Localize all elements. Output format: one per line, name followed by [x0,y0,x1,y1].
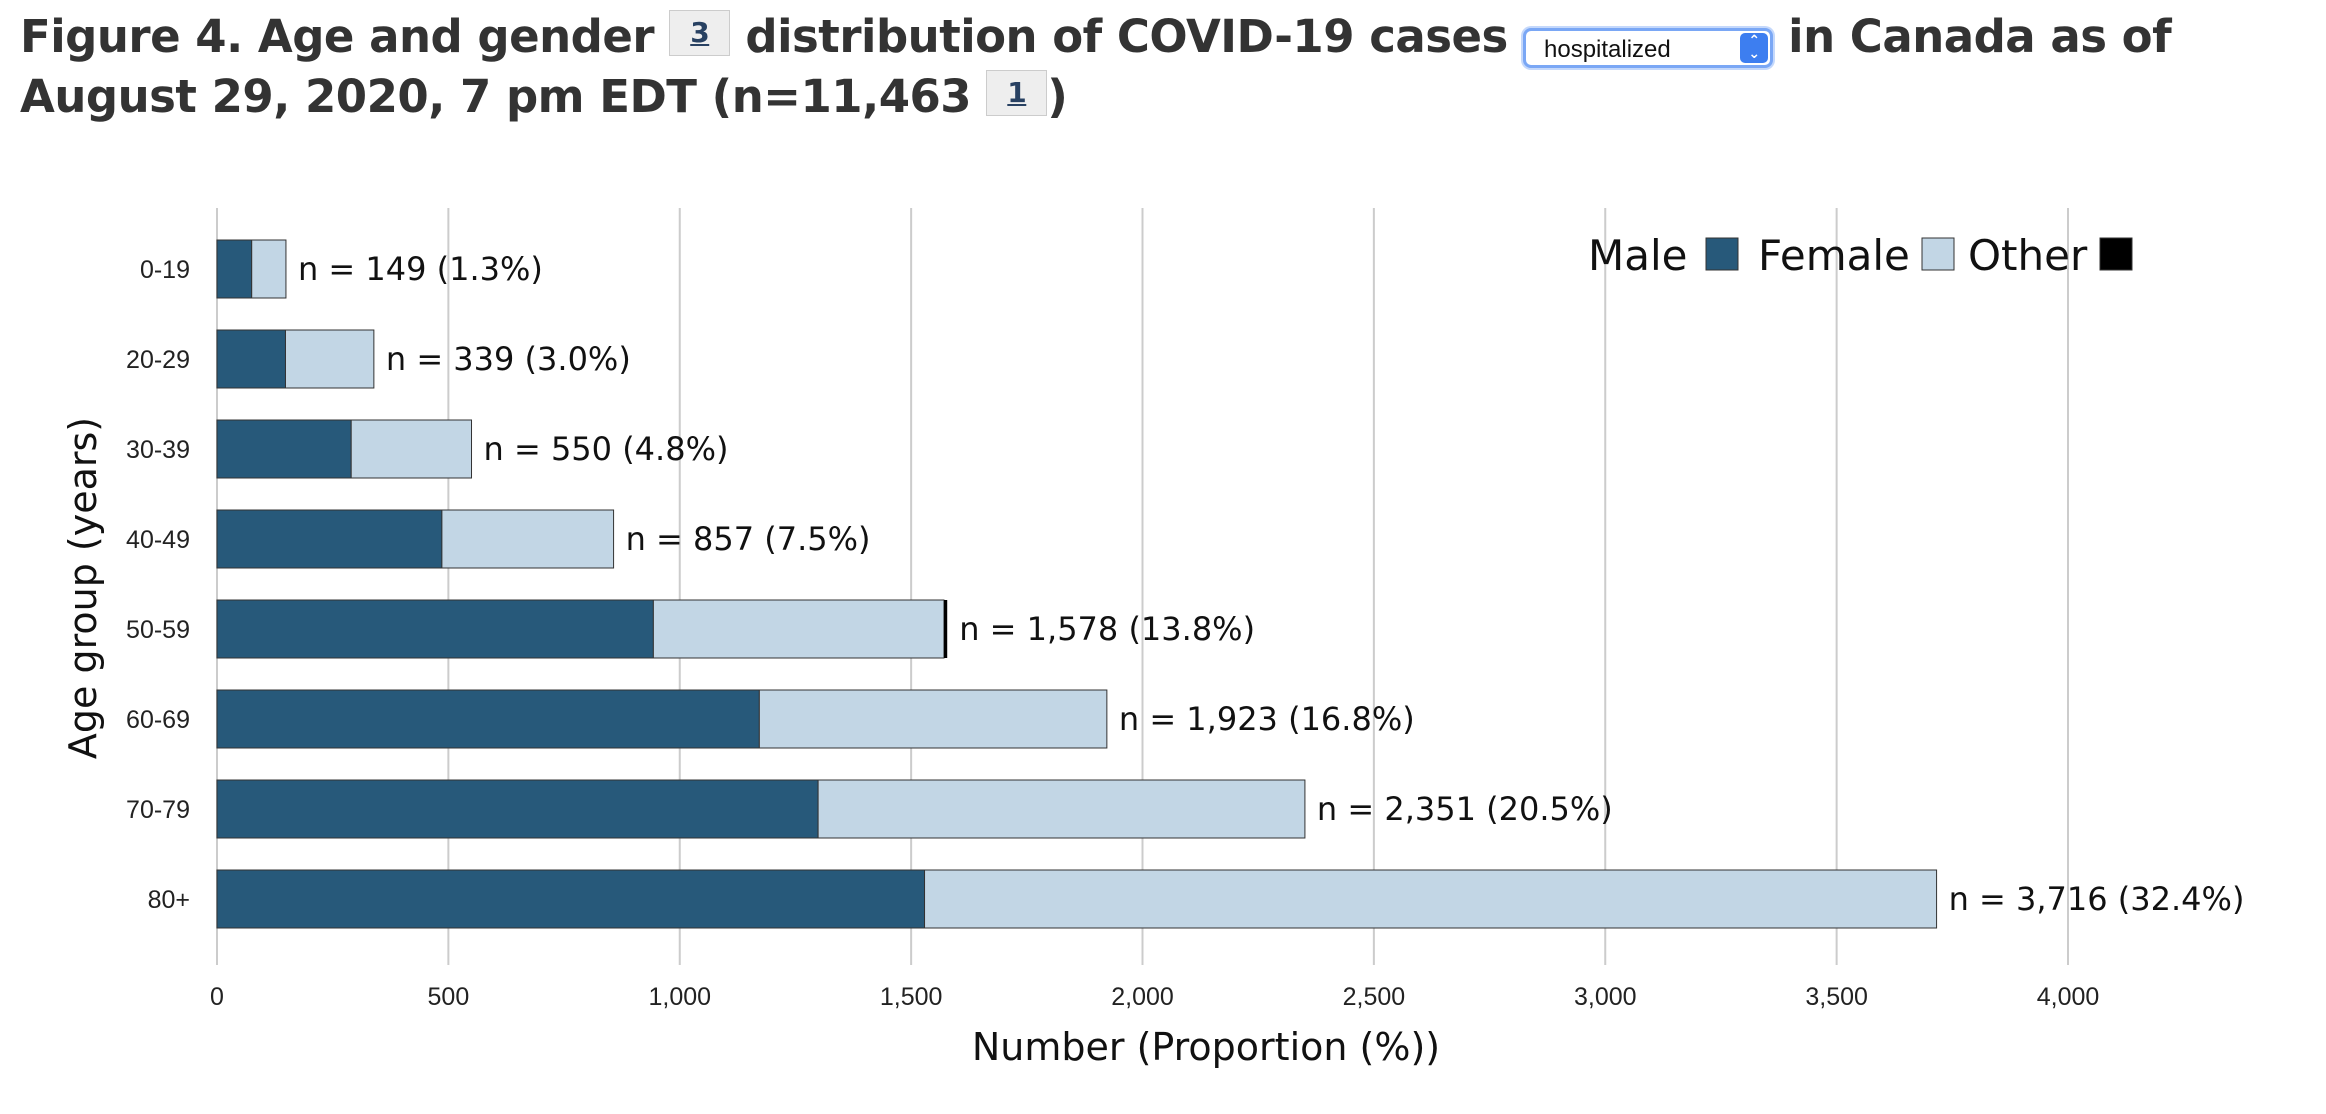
data-labels: n = 149 (1.3%) n = 339 (3.0%) n = 550 (4.8… [298,250,2244,918]
bar-female-80+[interactable] [924,869,1938,929]
bar-female-40-49[interactable] [441,509,615,569]
data-label-50-59: n = 1,578 (13.8%) [959,610,1255,648]
data-label-20-29: n = 339 (3.0%) [386,340,631,378]
x-tick-label-3000: 3,000 [1574,983,1637,1011]
title-part-1: Figure 4. Age and gender [20,10,655,63]
y-tick-label-40-49: 40-49 [126,526,190,554]
x-axis-title: Number (Proportion (%)) [972,1025,1440,1069]
bar-male-60-69[interactable] [216,689,760,749]
bar-male-70-79[interactable] [216,779,819,839]
bars [216,239,1938,929]
bar-male-50-59[interactable] [216,599,654,659]
legend-swatch-other[interactable] [2099,237,2133,271]
bar-other-50-59[interactable] [943,600,948,658]
y-axis-title: Age group (years) [61,417,105,759]
bar-male-0-19[interactable] [216,239,253,299]
legend-label-female: Female [1758,231,1910,280]
x-axis-ticks: 0 500 1,000 1,500 2,000 2,500 3,000 3,500 4,000 [210,983,2099,1011]
data-label-40-49: n = 857 (7.5%) [626,520,871,558]
y-tick-label-20-29: 20-29 [126,346,190,374]
y-axis-ticks: 0-19 20-29 30-39 40-49 50-59 60-69 70-79 80+ [126,256,190,914]
legend-swatch-male[interactable] [1705,237,1739,271]
y-tick-label-80+: 80+ [148,886,190,914]
gridlines [216,208,2069,965]
data-label-60-69: n = 1,923 (16.8%) [1119,700,1415,738]
bar-female-0-19[interactable] [251,239,287,299]
bar-female-70-79[interactable] [817,779,1306,839]
x-tick-label-1500: 1,500 [880,983,943,1011]
bar-male-30-39[interactable] [216,419,352,479]
case-type-select-value: hospitalized [1544,36,1671,63]
y-tick-label-50-59: 50-59 [126,616,190,644]
title-part-2: distribution of COVID-19 cases [745,10,1508,63]
legend-swatch-female[interactable] [1921,237,1955,271]
select-arrows-icon: ⌃ ⌄ [1740,33,1768,63]
y-tick-label-30-39: 30-39 [126,436,190,464]
bar-female-60-69[interactable] [758,689,1108,749]
y-tick-label-70-79: 70-79 [126,796,190,824]
data-label-80+: n = 3,716 (32.4%) [1949,880,2245,918]
figure-title: Figure 4. Age and gender 3 distribution … [20,8,2310,126]
x-tick-label-1000: 1,000 [648,983,711,1011]
legend-label-other: Other [1968,231,2088,280]
data-label-70-79: n = 2,351 (20.5%) [1317,790,1613,828]
bar-male-80+[interactable] [216,869,926,929]
bar-male-20-29[interactable] [216,329,286,389]
legend-label-male: Male [1588,231,1687,280]
case-type-select[interactable]: hospitalized ⌃ ⌄ [1523,28,1773,68]
data-label-30-39: n = 550 (4.8%) [484,430,729,468]
x-tick-label-2500: 2,500 [1343,983,1406,1011]
bar-female-30-39[interactable] [350,419,473,479]
bar-male-40-49[interactable] [216,509,443,569]
x-tick-label-0: 0 [210,983,224,1011]
y-tick-label-60-69: 60-69 [126,706,190,734]
footnote-link-1[interactable]: 1 [986,70,1048,116]
x-tick-label-500: 500 [428,983,470,1011]
bar-female-20-29[interactable] [284,329,375,389]
data-label-0-19: n = 149 (1.3%) [298,250,543,288]
x-tick-label-2000: 2,000 [1111,983,1174,1011]
title-part-3: in Canada as of August 29, 2020, 7 pm ED… [20,10,2172,123]
x-tick-label-3500: 3,500 [1805,983,1868,1011]
bar-female-50-59[interactable] [652,599,945,659]
footnote-link-3[interactable]: 3 [669,10,731,56]
legend: Male Female Other [1588,231,2133,280]
x-tick-label-4000: 4,000 [2037,983,2100,1011]
title-part-4: ) [1047,70,1068,123]
y-tick-label-0-19: 0-19 [140,256,190,284]
